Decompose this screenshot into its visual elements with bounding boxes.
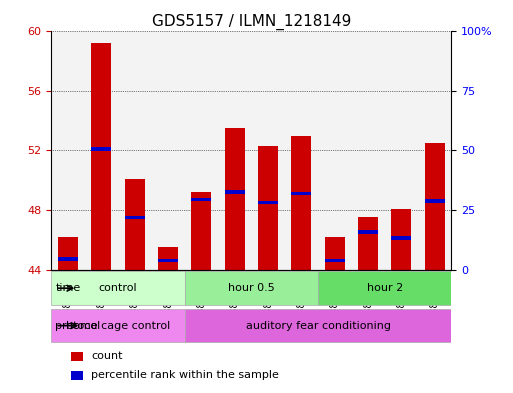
Bar <box>151 31 185 270</box>
Bar <box>191 192 211 270</box>
FancyBboxPatch shape <box>51 309 185 342</box>
Text: auditory fear conditioning: auditory fear conditioning <box>246 321 390 331</box>
Bar <box>71 371 83 380</box>
Text: hour 2: hour 2 <box>367 283 403 293</box>
Text: count: count <box>91 351 123 361</box>
Bar <box>358 230 378 234</box>
Text: protocol: protocol <box>55 321 101 331</box>
Bar <box>218 31 251 270</box>
Bar <box>325 237 345 270</box>
Bar <box>85 31 118 270</box>
Bar <box>51 31 85 270</box>
Bar <box>291 192 311 195</box>
Bar <box>258 201 278 204</box>
Bar <box>91 147 111 151</box>
Bar <box>391 237 411 240</box>
Bar <box>158 259 178 263</box>
Text: hour 0.5: hour 0.5 <box>228 283 275 293</box>
Bar <box>325 259 345 263</box>
Bar <box>185 31 218 270</box>
Text: home cage control: home cage control <box>66 321 170 331</box>
Bar <box>225 190 245 194</box>
Bar <box>225 128 245 270</box>
Text: time: time <box>55 283 81 293</box>
Text: percentile rank within the sample: percentile rank within the sample <box>91 370 279 380</box>
FancyBboxPatch shape <box>185 309 451 342</box>
Bar <box>285 31 318 270</box>
Bar <box>71 352 83 361</box>
Bar <box>318 31 351 270</box>
Bar <box>118 31 151 270</box>
Bar <box>251 31 285 270</box>
Bar <box>158 247 178 270</box>
Bar <box>351 31 385 270</box>
Text: control: control <box>98 283 137 293</box>
Bar <box>358 217 378 270</box>
FancyBboxPatch shape <box>318 272 451 305</box>
Bar <box>191 198 211 202</box>
Bar <box>425 199 445 203</box>
FancyBboxPatch shape <box>51 272 185 305</box>
Bar <box>291 136 311 270</box>
Bar <box>58 237 78 270</box>
Bar <box>125 179 145 270</box>
Bar <box>58 257 78 261</box>
FancyBboxPatch shape <box>185 272 318 305</box>
Bar <box>125 216 145 219</box>
Title: GDS5157 / ILMN_1218149: GDS5157 / ILMN_1218149 <box>152 14 351 30</box>
Bar <box>385 31 418 270</box>
Bar <box>391 209 411 270</box>
Bar <box>91 43 111 270</box>
Bar <box>425 143 445 270</box>
Bar <box>258 146 278 270</box>
Bar <box>418 31 451 270</box>
